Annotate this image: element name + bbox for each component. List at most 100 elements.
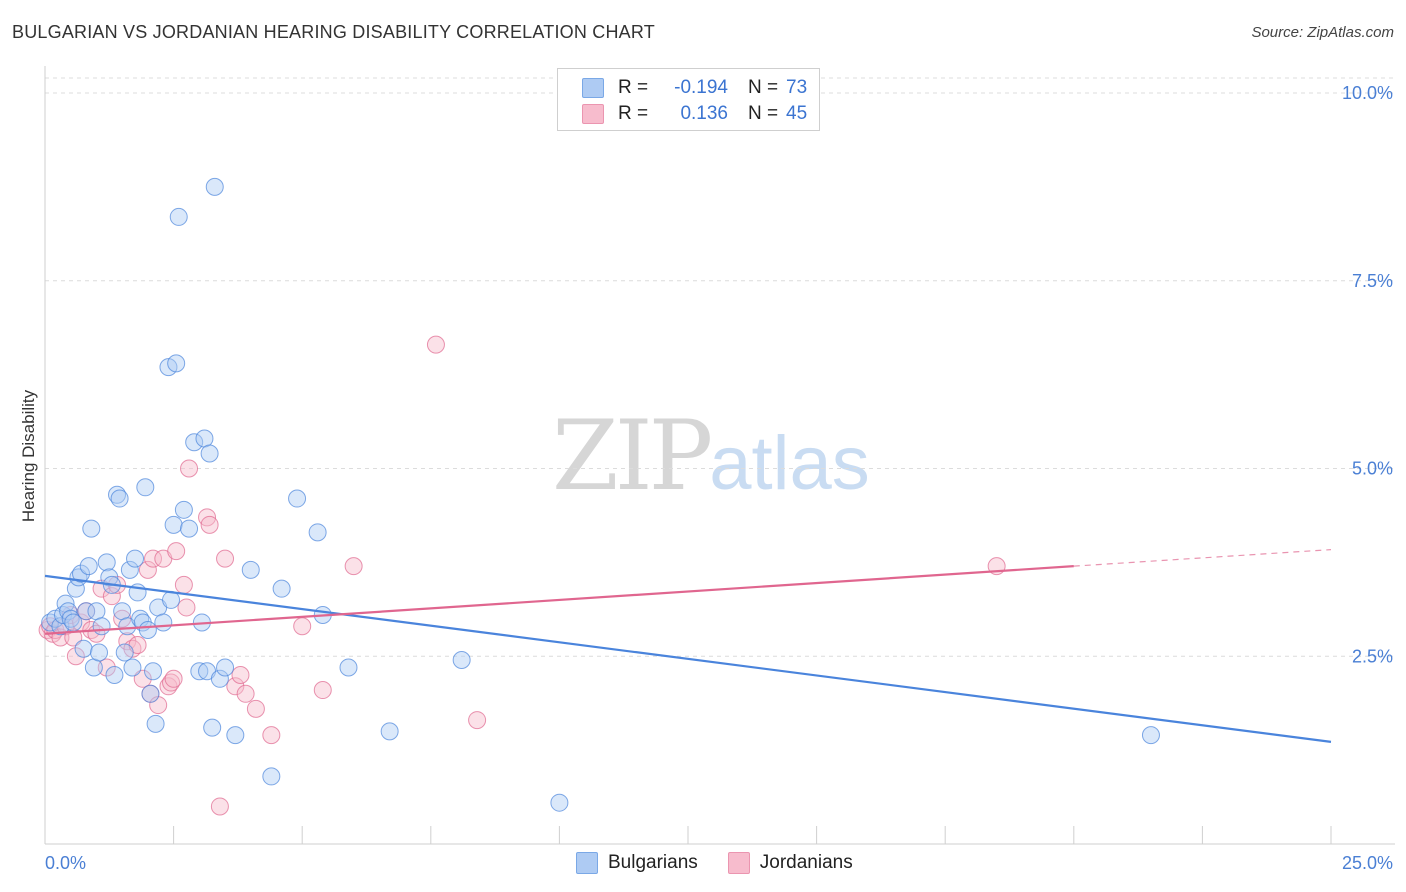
axes xyxy=(44,66,1395,845)
bulgarian-point xyxy=(210,669,229,688)
jordanian-point xyxy=(144,549,163,568)
bulgarian-point xyxy=(262,767,281,786)
y-tick-label: 7.5% xyxy=(1352,271,1393,291)
bulgarian-point xyxy=(185,433,204,452)
trend-lines xyxy=(44,549,1332,743)
bulgarian-point xyxy=(164,515,183,534)
legend-swatch-bulgarians xyxy=(582,78,604,98)
bulgarian-point xyxy=(339,658,358,677)
jordanian-point xyxy=(167,542,186,561)
bulgarian-point xyxy=(115,643,134,662)
legend-r-value: 0.136 xyxy=(680,103,728,124)
jordanian-point xyxy=(97,658,116,677)
legend-r-value: -0.194 xyxy=(674,77,728,98)
bulgarian-point xyxy=(120,560,139,579)
bulgarian-point xyxy=(216,658,235,677)
chart-title: BULGARIAN VS JORDANIAN HEARING DISABILIT… xyxy=(12,22,655,42)
bulgarian-point xyxy=(205,177,224,196)
jordanian-trend-extension xyxy=(1073,549,1332,567)
legend-item-bulgarians[interactable]: Bulgarians xyxy=(576,852,698,874)
jordanian-point xyxy=(66,647,85,666)
jordanian-point xyxy=(180,459,199,478)
bulgarian-point xyxy=(180,519,199,538)
x-tick-label: 25.0% xyxy=(1342,853,1393,873)
jordanian-point xyxy=(344,557,363,576)
y-axis-label: Hearing Disability xyxy=(19,389,38,522)
bulgarian-point xyxy=(100,568,119,587)
bulgarian-point xyxy=(195,429,214,448)
data-points xyxy=(38,177,1160,816)
x-tick-label: 0.0% xyxy=(45,853,86,873)
legend-label-jordanians: Jordanians xyxy=(759,852,853,873)
jordanian-point xyxy=(210,797,229,816)
legend-row-jordanians: R = 0.136 N = 45 xyxy=(582,101,807,127)
legend-n-label: N = xyxy=(748,77,779,98)
legend-n-value: 45 xyxy=(786,103,808,124)
legend-swatch-jordanians xyxy=(727,852,750,874)
bulgarian-point xyxy=(105,666,124,685)
jordanian-point xyxy=(262,726,281,745)
source-label: Source: ZipAtlas.com xyxy=(1251,24,1394,41)
bulgarian-point xyxy=(190,662,209,681)
bulgarian-point xyxy=(59,602,78,621)
bulgarian-point xyxy=(110,489,129,508)
axis-labels: 2.5% 5.0% 7.5% 10.0% 0.0% 25.0% Hearing Disabi… xyxy=(19,83,1393,873)
bulgarian-point xyxy=(1141,726,1160,745)
bulgarian-point xyxy=(146,714,165,733)
jordanian-point xyxy=(200,515,219,534)
jordanian-point xyxy=(164,669,183,688)
bulgarian-point xyxy=(452,651,471,670)
jordanian-trend-line xyxy=(44,565,1074,635)
jordanian-point xyxy=(216,549,235,568)
bulgarian-point xyxy=(77,602,96,621)
bulgarian-point xyxy=(87,602,106,621)
jordanian-point xyxy=(236,684,255,703)
bulgarian-point xyxy=(74,639,93,658)
bulgarian-trend-line xyxy=(44,574,1332,743)
jordanian-point xyxy=(226,677,245,696)
legend-r-label: R = xyxy=(618,77,649,98)
legend-swatch-bulgarians xyxy=(576,852,598,874)
bulgarian-point xyxy=(79,557,98,576)
legend-label-bulgarians: Bulgarians xyxy=(608,852,698,873)
jordanian-point xyxy=(246,699,265,718)
legend-swatch-jordanians xyxy=(582,104,604,124)
bulgarian-point xyxy=(200,444,219,463)
watermark-atlas: atlas xyxy=(709,421,870,506)
bulgarian-point xyxy=(174,500,193,519)
bulgarian-point xyxy=(126,549,145,568)
bulgarian-point xyxy=(167,354,186,373)
jordanian-point xyxy=(133,669,152,688)
bulgarian-point xyxy=(226,726,245,745)
bulgarian-point xyxy=(288,489,307,508)
jordanian-point xyxy=(468,711,487,730)
bulgarian-point xyxy=(203,718,222,737)
legend-r-label: R = xyxy=(618,103,649,124)
watermark-zip: ZIP xyxy=(552,400,713,512)
correlation-legend: R = -0.194 N = 73 R = 0.136 N = 45 xyxy=(557,68,820,131)
bulgarian-point xyxy=(82,519,101,538)
bulgarian-point xyxy=(169,207,188,226)
series-legend: Bulgarians Jordanians xyxy=(576,852,883,874)
legend-item-jordanians[interactable]: Jordanians xyxy=(727,852,853,874)
bulgarian-point xyxy=(154,613,173,632)
jordanian-point xyxy=(231,666,250,685)
bulgarian-point xyxy=(550,793,569,812)
bulgarian-point xyxy=(272,579,291,598)
bulgarian-point xyxy=(138,620,157,639)
bulgarian-point xyxy=(380,722,399,741)
y-tick-label: 5.0% xyxy=(1352,459,1393,479)
legend-n-label: N = xyxy=(748,103,779,124)
bulgarian-point xyxy=(84,658,103,677)
y-tick-label: 2.5% xyxy=(1352,646,1393,666)
bulgarian-point xyxy=(144,662,163,681)
bulgarian-point xyxy=(72,564,91,583)
bulgarian-point xyxy=(113,602,132,621)
y-tick-label: 10.0% xyxy=(1342,83,1393,103)
watermark: ZIPatlas xyxy=(552,400,870,512)
jordanian-point xyxy=(198,508,217,527)
legend-n-value: 73 xyxy=(786,77,808,98)
jordanian-point xyxy=(313,681,332,700)
bulgarian-point xyxy=(123,658,142,677)
